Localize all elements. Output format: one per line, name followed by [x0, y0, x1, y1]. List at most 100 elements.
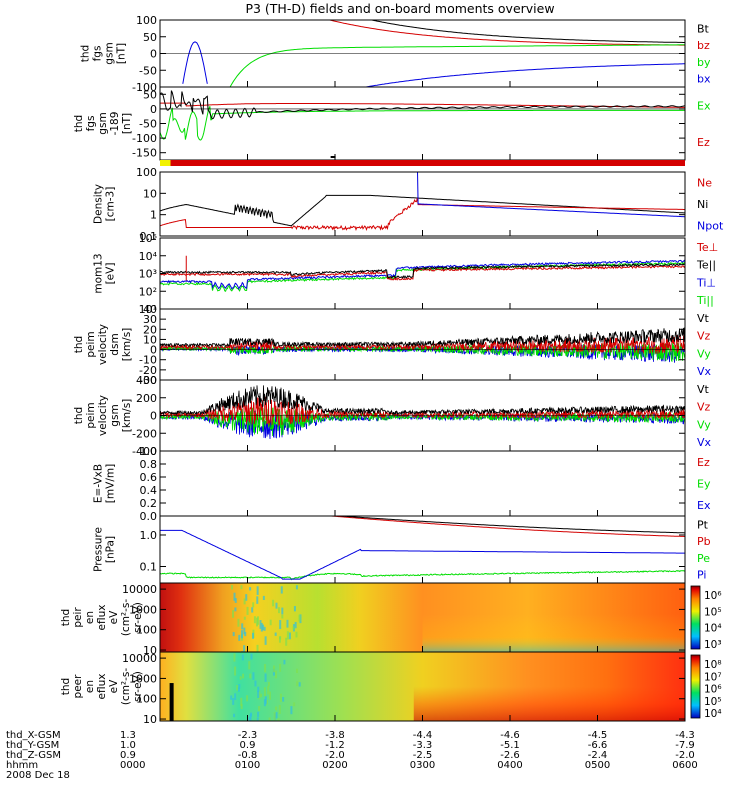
colorbar-label: 10⁴ [704, 708, 722, 720]
plot-area-fgs189 [160, 90, 685, 141]
y-tick-label: 20 [143, 323, 157, 336]
y-axis-label-line: [nPa] [105, 536, 117, 563]
colorbar [690, 585, 701, 650]
y-tick-label: 100 [136, 14, 157, 27]
y-axis-label: thdfgsgsm[nT] [80, 42, 128, 64]
y-tick-label: 10 [143, 713, 157, 726]
plot-area-temp [160, 255, 685, 292]
spectrogram-texture [290, 706, 293, 715]
colorbar-label: 10⁷ [704, 671, 722, 683]
y-tick-label: -200 [132, 427, 157, 440]
panel-pressure: 1.0 0.1 Pressure[nPa] Pt Pb Pe Pi [93, 515, 711, 584]
legend-item: Te⊥ [696, 241, 718, 254]
y-axis-label-line: [km/s] [121, 328, 133, 362]
spectrogram-texture [238, 684, 241, 689]
x-axis-value: -3.8 [325, 730, 345, 741]
spectrogram-texture [267, 681, 270, 687]
x-axis-value: -2.3 [238, 730, 258, 741]
colorbar-label: 10³ [704, 639, 722, 651]
y-axis-label-line: gsm [104, 42, 116, 64]
series-Vt-line [160, 385, 685, 416]
spectrogram-texture [275, 602, 278, 609]
y-tick-label: 0 [150, 48, 157, 61]
y-tick-label: -10 [139, 354, 157, 367]
x-axis-value: -4.6 [500, 730, 520, 741]
spectrogram-texture [298, 682, 301, 687]
spectrogram-texture [295, 585, 298, 590]
spectrogram-texture [234, 607, 237, 612]
x-axis-value: -1.2 [325, 740, 345, 751]
spectrogram-texture [296, 668, 299, 673]
spectrogram-texture [263, 626, 266, 631]
y-axis-label-line: [eV] [105, 263, 117, 285]
status-bar-yellow [160, 160, 171, 166]
legend-item: Ne [697, 177, 712, 190]
spectrogram-texture [279, 663, 282, 672]
spectrogram-texture [230, 585, 233, 590]
legend-item: Vy [697, 347, 711, 360]
spectrogram-texture [262, 624, 265, 631]
spectrogram-texture [274, 632, 277, 636]
spectrogram-texture [241, 654, 244, 661]
x-axis-time-tick: 0000 [120, 760, 145, 771]
y-axis-label-line: dsm [109, 333, 121, 355]
panel-peir: 10000 1000 100 10 thdpeirenefluxeV(cm²-s-sr-… [60, 582, 722, 657]
spectrogram-texture [253, 616, 256, 624]
spectrogram-texture [250, 653, 253, 660]
spectrogram-texture [233, 713, 236, 718]
y-tick-label: 10 [143, 333, 157, 346]
series-bz-line [327, 20, 685, 46]
spectrogram-texture [292, 626, 295, 630]
spectrogram-texture [243, 627, 246, 635]
legend-item: bz [697, 39, 710, 52]
spectrogram-texture [248, 716, 251, 721]
series-Ex-line [160, 106, 685, 141]
series-total-line [160, 90, 685, 120]
spectrogram-texture [232, 632, 235, 637]
spectrogram-texture [232, 698, 235, 705]
spectrogram-texture [254, 680, 257, 687]
plot-area-peimv [160, 327, 685, 363]
spectrogram-texture [240, 585, 243, 590]
y-tick-label: 0 [150, 410, 157, 423]
x-axis-date: 2008 Dec 18 [6, 770, 70, 781]
spectrogram-texture [275, 706, 278, 711]
spectrogram-texture [264, 673, 267, 682]
legend-item: Vt [697, 383, 710, 396]
x-axis-time-tick: 0200 [322, 760, 347, 771]
spectrogram-texture [250, 712, 253, 717]
y-tick-label: 10000 [122, 583, 157, 596]
series-Ni-line [160, 194, 685, 227]
legend-item: Ti|| [696, 294, 714, 307]
y-axis-label-line: thd [80, 45, 92, 62]
spectrogram-texture [233, 653, 236, 662]
y-tick-label: 0 [150, 344, 157, 357]
y-axis-label: thdpeimvelocitygsm[km/s] [73, 395, 133, 436]
x-axis-value: 0.9 [240, 740, 256, 751]
y-axis-label-line: peim [85, 402, 97, 428]
y-tick-label: 40 [143, 303, 157, 316]
spectrogram-texture [257, 690, 260, 698]
spectrogram-texture [260, 693, 263, 698]
y-axis-label-line: peir [72, 607, 84, 628]
spectrogram-texture [263, 687, 266, 697]
spectrogram-texture [258, 706, 261, 711]
spectrogram-texture [275, 670, 278, 679]
spectrogram-texture [282, 697, 285, 702]
y-tick-label: 200 [136, 392, 157, 405]
spectrogram-texture [240, 704, 243, 710]
y-tick-label: 0 [150, 103, 157, 116]
y-axis-label: thdfgsgsm-189[nT] [73, 112, 133, 136]
legend-item: Ti⊥ [696, 276, 716, 289]
spectrogram-texture [293, 702, 296, 707]
spectrogram-texture [234, 693, 237, 701]
series-by-line [229, 44, 685, 87]
y-axis-label-line: gsm [97, 112, 109, 134]
y-tick-label: 0.2 [140, 497, 158, 510]
spectrogram-texture [241, 623, 244, 630]
spectrogram-texture [278, 607, 281, 614]
spectrogram-texture [279, 693, 282, 702]
series-Bt-line [369, 20, 685, 43]
y-axis-label: E=-VxB[mV/m] [93, 464, 117, 503]
